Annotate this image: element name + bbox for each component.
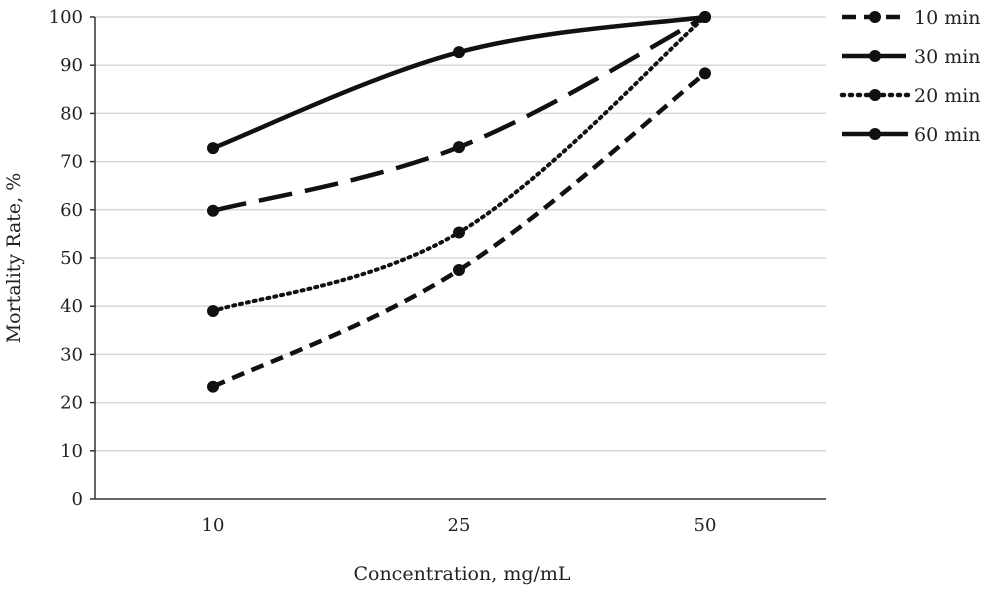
y-tick-labels: 0 10 20 30 40 50 60 70 80 90 100 xyxy=(49,7,95,510)
data-point-30-min-25 xyxy=(453,141,465,154)
data-point-20-min-10 xyxy=(207,305,219,318)
legend-item-10-min: 10 min xyxy=(842,7,981,29)
y-tick-label-100: 100 xyxy=(49,7,83,28)
data-point-60-min-50 xyxy=(699,11,711,23)
series-line-60-min xyxy=(212,14,706,151)
legend: 10 min 30 min 20 min 60 min xyxy=(839,7,981,146)
x-tick-label-10: 10 xyxy=(202,515,225,536)
data-point-10-min-50 xyxy=(699,67,711,80)
data-point-30-min-10 xyxy=(207,204,219,217)
legend-label-60-min: 60 min xyxy=(914,124,981,146)
data-point-60-min-10 xyxy=(207,142,219,155)
series-line-10-min xyxy=(212,71,707,389)
legend-marker-60-min xyxy=(869,128,881,140)
y-axis-title: Mortality Rate, % xyxy=(3,173,25,344)
data-point-20-min-25 xyxy=(453,226,465,239)
y-tick-label-10: 10 xyxy=(60,441,83,462)
legend-label-30-min: 30 min xyxy=(914,46,981,68)
x-tick-labels: 10 25 50 xyxy=(202,515,717,536)
legend-label-20-min: 20 min xyxy=(914,85,981,107)
legend-marker-20-min xyxy=(869,89,881,101)
x-tick-label-25: 25 xyxy=(448,515,471,536)
series-points xyxy=(207,11,711,393)
data-point-10-min-25 xyxy=(453,264,465,277)
x-axis-title: Concentration, mg/mL xyxy=(353,563,570,585)
legend-item-60-min: 60 min xyxy=(842,124,981,146)
y-tick-label-30: 30 xyxy=(60,344,83,365)
y-tick-label-60: 60 xyxy=(60,200,83,221)
y-tick-label-20: 20 xyxy=(60,393,83,414)
y-tick-label-90: 90 xyxy=(60,55,83,76)
y-tick-label-70: 70 xyxy=(60,152,83,173)
y-tick-label-50: 50 xyxy=(60,248,83,269)
legend-label-10-min: 10 min xyxy=(914,7,981,29)
legend-marker-30-min xyxy=(869,50,881,62)
y-tick-label-80: 80 xyxy=(60,103,83,124)
x-tick-label-50: 50 xyxy=(694,515,717,536)
y-tick-label-40: 40 xyxy=(60,296,83,317)
legend-item-30-min: 30 min xyxy=(842,46,981,68)
data-point-10-min-10 xyxy=(207,380,219,393)
series-lines xyxy=(211,14,707,389)
legend-marker-10-min xyxy=(869,11,881,23)
data-point-60-min-25 xyxy=(453,46,465,59)
y-tick-label-0: 0 xyxy=(72,489,83,510)
legend-item-20-min: 20 min xyxy=(839,85,981,107)
